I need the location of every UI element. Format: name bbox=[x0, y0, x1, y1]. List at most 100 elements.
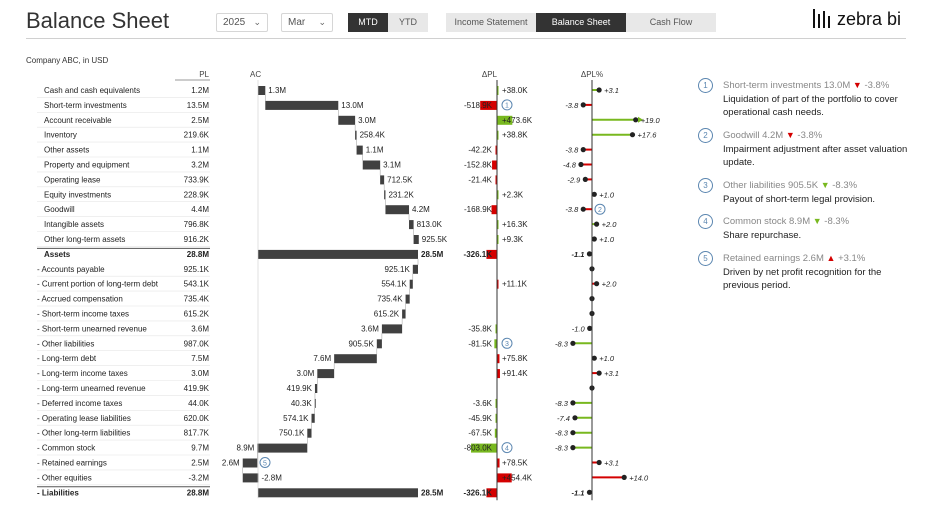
ac-value: 1.1M bbox=[366, 146, 384, 155]
logo-text: zebra bi bbox=[837, 9, 902, 29]
pct-dot bbox=[629, 132, 636, 138]
comment-title: Other liabilities 905.5K ▼ -8.3% bbox=[723, 180, 857, 191]
row-label: - Accounts payable bbox=[37, 265, 105, 274]
comment-body: Impairment adjustment after asset valuat… bbox=[723, 144, 908, 168]
comment-title-text: Short-term investments 13.0M bbox=[723, 80, 853, 91]
delta-value: -42.2K bbox=[468, 146, 492, 155]
pct-value: -4.8 bbox=[563, 161, 577, 170]
pl-value: 2.5M bbox=[191, 116, 209, 125]
ac-value: 925.1K bbox=[384, 265, 410, 274]
delta-bar bbox=[497, 369, 500, 379]
waterfall-bar bbox=[257, 443, 308, 453]
comment-title: Goodwill 4.2M ▼ -3.8% bbox=[723, 130, 822, 141]
row-label: - Long-term income taxes bbox=[37, 369, 128, 378]
pct-value: -8.3 bbox=[555, 429, 569, 438]
delta-value: -152.8K bbox=[464, 161, 493, 170]
pl-value: 219.6K bbox=[184, 131, 210, 140]
pl-value: 28.8M bbox=[187, 250, 210, 259]
row-label: Cash and cash equivalents bbox=[44, 86, 140, 95]
waterfall-bar bbox=[242, 458, 258, 468]
tab-cash-flow[interactable]: Cash Flow bbox=[626, 13, 716, 32]
delta-value: +473.6K bbox=[502, 116, 533, 125]
pct-value: +17.6 bbox=[637, 131, 657, 140]
pct-dot bbox=[578, 161, 584, 168]
comment-marker bbox=[501, 442, 513, 454]
delta-value: -326.1K bbox=[464, 488, 493, 497]
ac-value: 1.3M bbox=[268, 86, 286, 95]
row-label: - Long-term debt bbox=[37, 354, 97, 363]
waterfall-bar bbox=[242, 473, 259, 483]
year-select[interactable]: 2025 ⌄ bbox=[216, 13, 268, 32]
pct-value: +14.0 bbox=[629, 473, 649, 482]
delta-value: +75.8K bbox=[502, 354, 528, 363]
comment-body: Share repurchase. bbox=[723, 230, 802, 241]
pl-value: 620.0K bbox=[184, 414, 210, 423]
delta-bar bbox=[495, 324, 497, 334]
waterfall-bar bbox=[409, 279, 413, 289]
delta-bar bbox=[495, 398, 497, 408]
pct-dot bbox=[570, 340, 576, 346]
delta-value: -21.4K bbox=[468, 175, 492, 184]
pl-value: -3.2M bbox=[189, 473, 210, 482]
comment-change: -8.3% bbox=[821, 216, 850, 227]
column-header-ac: AC bbox=[250, 70, 261, 79]
comment-number-badge: 5 bbox=[698, 251, 713, 266]
pct-dot bbox=[596, 370, 602, 376]
ac-value: 28.5M bbox=[421, 250, 444, 259]
delta-bar bbox=[497, 190, 499, 200]
month-select[interactable]: Mar ⌄ bbox=[281, 13, 333, 32]
ac-value: 905.5K bbox=[348, 339, 374, 348]
pct-value: +1.0 bbox=[599, 354, 615, 363]
delta-value: +11.1K bbox=[502, 280, 528, 289]
delta-value: +9.3K bbox=[502, 235, 524, 244]
row-label: Equity investments bbox=[44, 190, 111, 199]
row-label: - Other liabilities bbox=[37, 339, 94, 348]
waterfall-bar bbox=[384, 190, 386, 200]
comment-marker bbox=[594, 203, 606, 215]
comment-change: -8.3% bbox=[829, 180, 858, 191]
delta-value: -326.1K bbox=[464, 250, 493, 259]
year-value: 2025 bbox=[223, 17, 246, 28]
pct-value: +1.0 bbox=[599, 190, 615, 199]
ac-value: 419.9K bbox=[287, 384, 313, 393]
waterfall-bar bbox=[380, 175, 385, 185]
waterfall-bar bbox=[338, 115, 356, 125]
waterfall-bar bbox=[317, 369, 335, 379]
pl-value: 13.5M bbox=[187, 101, 210, 110]
report-subtitle: Company ABC, in USD bbox=[26, 56, 109, 65]
pct-dot bbox=[596, 87, 602, 93]
comment-number-badge: 1 bbox=[698, 78, 713, 93]
ac-value: -2.8M bbox=[261, 473, 282, 482]
ac-value: 3.0M bbox=[297, 369, 315, 378]
pct-value: -1.1 bbox=[572, 488, 585, 497]
pct-dot bbox=[591, 355, 597, 361]
triangle-down-icon: ▼ bbox=[785, 130, 795, 140]
pl-value: 817.7K bbox=[184, 429, 210, 438]
delta-value: -3.6K bbox=[473, 399, 493, 408]
mtd-button[interactable]: MTD bbox=[348, 13, 388, 32]
tab-income-statement[interactable]: Income Statement bbox=[446, 13, 536, 32]
pct-value: +19.0 bbox=[641, 116, 661, 125]
pct-dot bbox=[586, 251, 593, 257]
overflow-arrow-icon bbox=[638, 116, 643, 123]
row-label: - Liabilities bbox=[37, 488, 79, 497]
chevron-down-icon: ⌄ bbox=[318, 17, 326, 27]
column-header-delta-pl: ΔPL bbox=[482, 70, 498, 79]
pct-value: -2.9 bbox=[567, 175, 581, 184]
delta-bar bbox=[497, 354, 500, 364]
tab-balance-sheet[interactable]: Balance Sheet bbox=[536, 13, 626, 32]
ytd-button[interactable]: YTD bbox=[388, 13, 428, 32]
pct-value: +1.0 bbox=[599, 235, 615, 244]
comment-change: +3.1% bbox=[835, 253, 866, 264]
row-label: - Deferred income taxes bbox=[37, 399, 122, 408]
row-label: - Current portion of long-term debt bbox=[37, 280, 159, 289]
waterfall-bar bbox=[412, 264, 418, 274]
row-label: - Other equities bbox=[37, 473, 92, 482]
pl-value: 916.2K bbox=[184, 235, 210, 244]
ac-value: 554.1K bbox=[381, 280, 407, 289]
comment-marker-number: 2 bbox=[598, 207, 602, 214]
pct-value: +3.1 bbox=[604, 86, 619, 95]
row-label: - Retained earnings bbox=[37, 459, 107, 468]
comment-change: -3.8% bbox=[794, 130, 823, 141]
comment-change: -3.8% bbox=[861, 80, 890, 91]
